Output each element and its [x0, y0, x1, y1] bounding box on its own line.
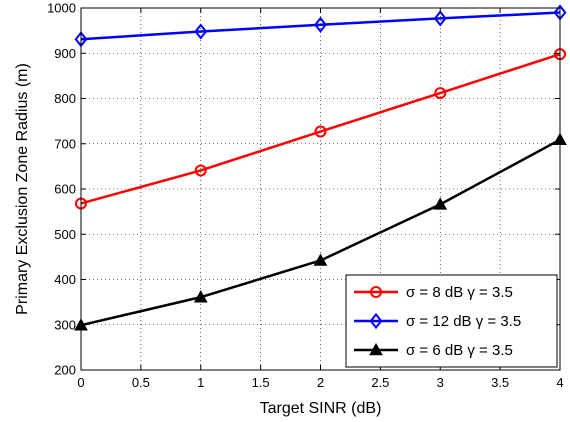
data-point-circle — [370, 286, 382, 298]
data-point-diamond — [369, 312, 383, 330]
series-line — [80, 11, 561, 41]
data-point-triangle — [313, 253, 328, 266]
grid — [81, 8, 560, 370]
x-axis-label: Target SINR (dB) — [260, 400, 382, 417]
data-point-circle — [314, 125, 327, 138]
series-line — [80, 52, 561, 205]
data-point-diamond — [433, 10, 447, 27]
data-point-diamond — [194, 23, 208, 40]
series-group — [74, 4, 567, 48]
x-tick-label: 3 — [437, 375, 444, 390]
legend-label: σ = 12 dB γ = 3.5 — [406, 313, 521, 330]
y-tick-label: 800 — [54, 91, 76, 106]
y-tick-label: 600 — [54, 182, 76, 197]
x-tick-label: 3.5 — [491, 375, 509, 390]
y-tick-label: 700 — [54, 136, 76, 151]
series-group — [75, 48, 566, 210]
y-tick-label: 400 — [54, 272, 76, 287]
x-tick-label: 2 — [317, 375, 324, 390]
legend-label: σ = 8 dB γ = 3.5 — [406, 284, 513, 301]
x-tick-label: 0.5 — [132, 375, 150, 390]
y-tick-label: 500 — [54, 227, 76, 242]
data-point-triangle — [369, 342, 383, 356]
x-tick-label: 1.5 — [252, 375, 270, 390]
x-axis: 0 0.5 1 1.5 2 2.5 3 3.5 4 — [77, 8, 564, 390]
legend-label: σ = 6 dB γ = 3.5 — [406, 342, 513, 359]
data-point-triangle — [433, 197, 448, 210]
data-point-diamond — [314, 16, 327, 33]
data-point-triangle — [193, 290, 208, 303]
y-axis-label: Primary Exclusion Zone Radius (m) — [14, 63, 31, 315]
y-axis: 200 300 400 500 600 700 800 900 1000 — [47, 1, 560, 378]
y-tick-label: 300 — [54, 317, 76, 332]
x-tick-label: 4 — [556, 375, 563, 390]
x-tick-label: 0 — [77, 375, 84, 390]
series-layer — [74, 4, 567, 331]
y-tick-label: 900 — [54, 46, 76, 61]
data-point-circle — [194, 164, 207, 177]
x-tick-label: 2.5 — [371, 375, 389, 390]
y-tick-label: 200 — [54, 363, 76, 378]
x-tick-label: 1 — [197, 375, 204, 390]
y-tick-label: 1000 — [47, 1, 76, 16]
data-point-circle — [434, 87, 447, 100]
legend: σ = 8 dB γ = 3.5 σ = 12 dB γ = 3.5 σ = 6 d… — [345, 274, 558, 368]
